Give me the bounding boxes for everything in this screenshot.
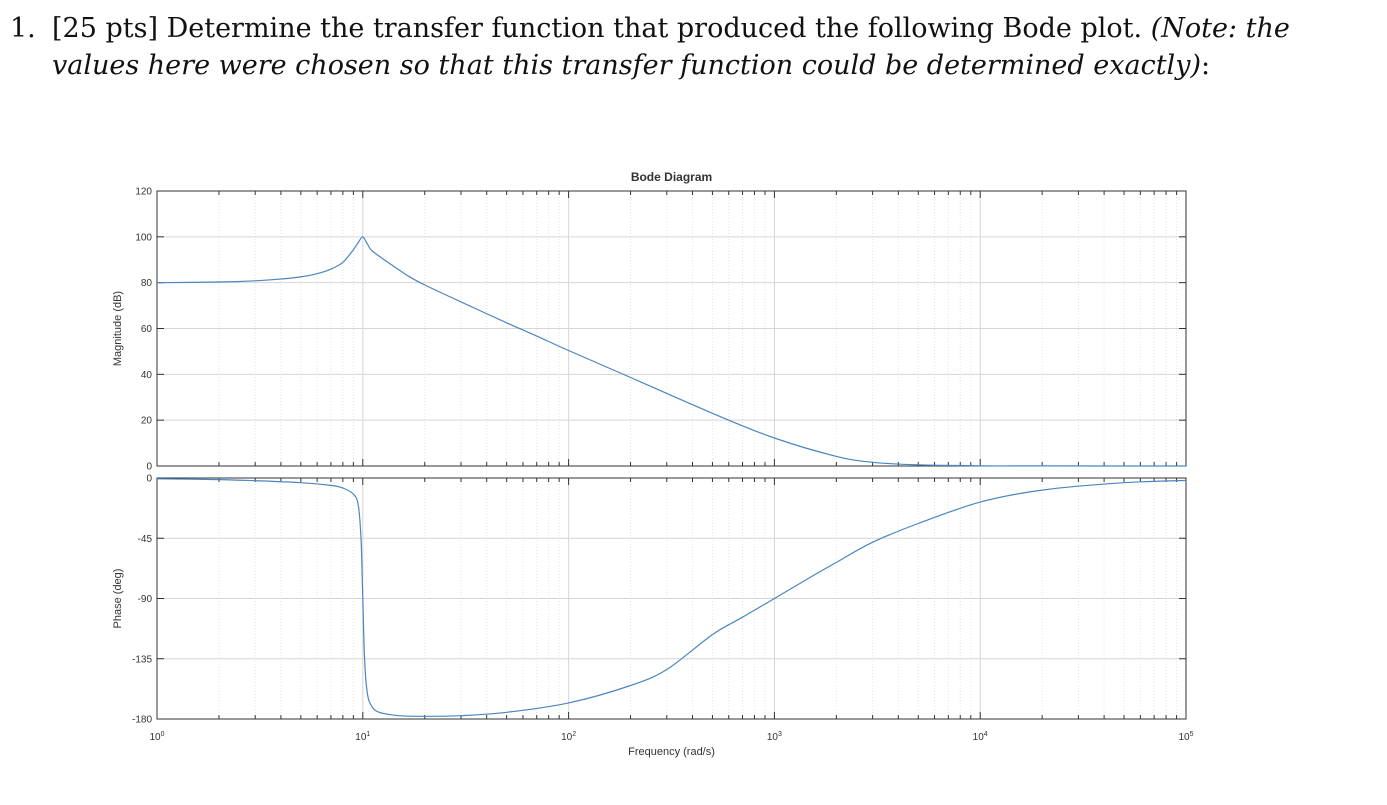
x-tick-exponent: 0 [161, 731, 165, 738]
x-tick-base: 10 [355, 732, 367, 743]
magnitude-curve [156, 236, 1187, 467]
panel-frame [156, 190, 1187, 467]
x-tick-exponent: 1 [366, 731, 370, 738]
problem-line-1: 1. [25 pts] Determine the transfer functi… [10, 10, 1370, 47]
chart-title: Bode Diagram [631, 170, 712, 184]
x-tick-base: 10 [149, 732, 161, 743]
problem-number: 1. [10, 13, 36, 44]
y-tick-label: -90 [138, 594, 153, 605]
problem-points: [25 pts] [52, 13, 158, 44]
y-tick-label: -135 [132, 654, 152, 665]
x-tick-label: 100 [149, 731, 164, 743]
y-tick-label: 40 [141, 370, 153, 381]
problem-text: Determine the transfer function that pro… [166, 13, 1143, 44]
x-tick-exponent: 2 [572, 731, 576, 738]
y-axis-label: Phase (deg) [112, 569, 124, 629]
y-tick-label: -45 [138, 534, 153, 545]
x-axis-label: Frequency (rad/s) [628, 746, 715, 758]
problem-note-start: (Note: the [1150, 13, 1290, 44]
y-axis-label: Magnitude (dB) [112, 291, 124, 366]
x-tick-label: 103 [767, 731, 782, 743]
x-tick-base: 10 [1178, 732, 1190, 743]
x-tick-base: 10 [767, 732, 779, 743]
y-tick-label: -180 [132, 715, 152, 726]
y-tick-label: 120 [135, 187, 152, 198]
x-tick-label: 101 [355, 731, 370, 743]
y-tick-label: 0 [146, 474, 152, 485]
x-tick-exponent: 5 [1190, 731, 1194, 738]
x-tick-labels: 100 101 102 103 104 105 [149, 731, 1193, 743]
y-tick-label: 100 [135, 232, 152, 243]
x-tick-label: 104 [973, 731, 988, 743]
y-tick-label: 20 [141, 416, 153, 427]
problem-note-rest: values here were chosen so that this tra… [52, 50, 1201, 81]
x-tick-base: 10 [561, 732, 573, 743]
problem-statement: 1. [25 pts] Determine the transfer functi… [10, 10, 1370, 84]
x-tick-exponent: 3 [778, 731, 782, 738]
x-tick-base: 10 [973, 732, 985, 743]
x-tick-exponent: 4 [984, 731, 988, 738]
x-tick-label: 102 [561, 731, 576, 743]
problem-trailing: : [1200, 50, 1211, 81]
y-tick-label: 80 [141, 278, 153, 289]
phase-curve [156, 478, 1187, 717]
x-tick-label: 105 [1178, 731, 1193, 743]
y-tick-label: 0 [146, 462, 152, 473]
y-tick-label: 60 [141, 324, 153, 335]
panel-1: -180 -135 -90 -45 0 Phase (deg) [112, 474, 1187, 726]
panel-0: 0 20 40 60 80 100 120 Magnitude (dB) [112, 187, 1187, 473]
panel-frame [156, 477, 1187, 720]
problem-line-2: values here were chosen so that this tra… [10, 47, 1370, 84]
